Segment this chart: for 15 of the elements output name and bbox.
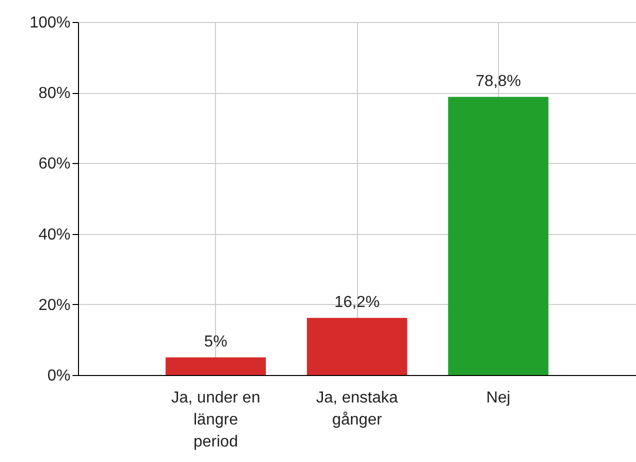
y-tick-label: 0% bbox=[47, 368, 70, 384]
y-tick-label: 100% bbox=[30, 14, 70, 32]
data-label: 16,2% bbox=[334, 294, 380, 311]
x-tick-label: Nej bbox=[486, 390, 510, 406]
bar bbox=[448, 96, 548, 375]
bar bbox=[166, 357, 266, 375]
y-tick-label: 80% bbox=[38, 85, 70, 102]
data-label: 78,8% bbox=[476, 72, 521, 90]
y-tick-label: 20% bbox=[38, 296, 70, 314]
y-tick-label: 40% bbox=[38, 226, 70, 244]
y-tick-label: 60% bbox=[38, 156, 70, 173]
x-tick-label: Ja, enstaka gånger bbox=[316, 390, 398, 428]
bar bbox=[306, 318, 408, 375]
x-tick-label: Ja, under en längre period bbox=[171, 390, 260, 450]
data-label: 5% bbox=[204, 333, 228, 350]
